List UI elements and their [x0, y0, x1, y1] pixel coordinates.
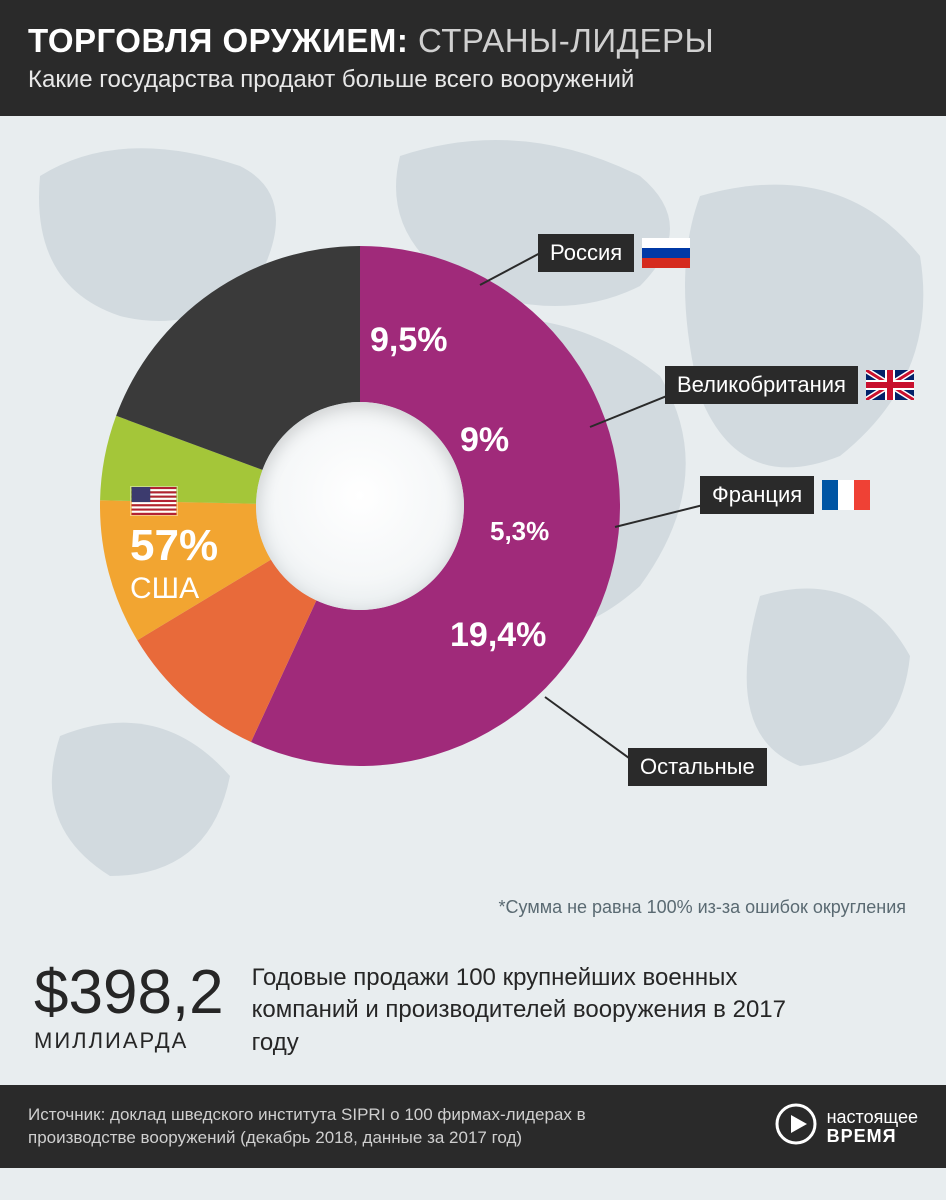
brand: настоящее ВРЕМЯ — [775, 1103, 918, 1150]
uk-percent: 9% — [460, 421, 509, 460]
callout-uk: Великобритания — [665, 366, 914, 404]
header: ТОРГОВЛЯ ОРУЖИЕМ: СТРАНЫ-ЛИДЕРЫ Какие го… — [0, 0, 946, 116]
callout-russia: Россия — [538, 234, 690, 272]
fr-flag-icon — [822, 480, 870, 510]
gb-flag-icon — [866, 370, 914, 400]
stat-description: Годовые продажи 100 крупнейших военных к… — [252, 962, 812, 1059]
ru-flag-icon — [642, 238, 690, 268]
other-percent: 19,4% — [450, 616, 546, 655]
callout-other: Остальные — [628, 748, 767, 786]
stat-number: $398,2 — [34, 962, 224, 1024]
chart-area: 57% США 9,5% 9% 5,3% 19,4% Россия Велико… — [0, 116, 946, 936]
title-bold: ТОРГОВЛЯ ОРУЖИЕМ: — [28, 22, 408, 59]
stat-unit: МИЛЛИАРДА — [34, 1028, 224, 1054]
footnote: *Сумма не равна 100% из-за ошибок округл… — [499, 897, 906, 918]
russia-label: Россия — [538, 234, 634, 272]
russia-percent: 9,5% — [370, 321, 448, 360]
usa-percent: 57% — [130, 524, 218, 568]
callout-france: Франция — [700, 476, 870, 514]
title-light: СТРАНЫ-ЛИДЕРЫ — [418, 22, 714, 59]
usa-label: 57% США — [130, 486, 218, 606]
source-text: Источник: доклад шведского института SIP… — [28, 1104, 668, 1150]
brand-line1: настоящее — [827, 1108, 918, 1127]
brand-line2: ВРЕМЯ — [827, 1127, 918, 1146]
donut-hole — [256, 402, 464, 610]
footer: Источник: доклад шведского института SIP… — [0, 1085, 946, 1168]
brand-text: настоящее ВРЕМЯ — [827, 1108, 918, 1146]
uk-label: Великобритания — [665, 366, 858, 404]
france-label: Франция — [700, 476, 814, 514]
us-flag-icon — [130, 486, 178, 516]
brand-logo-icon — [775, 1103, 817, 1150]
stat-number-block: $398,2 МИЛЛИАРДА — [34, 962, 224, 1054]
stat-row: $398,2 МИЛЛИАРДА Годовые продажи 100 кру… — [0, 936, 946, 1085]
other-label: Остальные — [628, 748, 767, 786]
usa-name: США — [130, 572, 218, 606]
france-percent: 5,3% — [490, 516, 549, 547]
infographic-root: ТОРГОВЛЯ ОРУЖИЕМ: СТРАНЫ-ЛИДЕРЫ Какие го… — [0, 0, 946, 1200]
title: ТОРГОВЛЯ ОРУЖИЕМ: СТРАНЫ-ЛИДЕРЫ — [28, 22, 918, 60]
subtitle: Какие государства продают больше всего в… — [28, 66, 918, 94]
